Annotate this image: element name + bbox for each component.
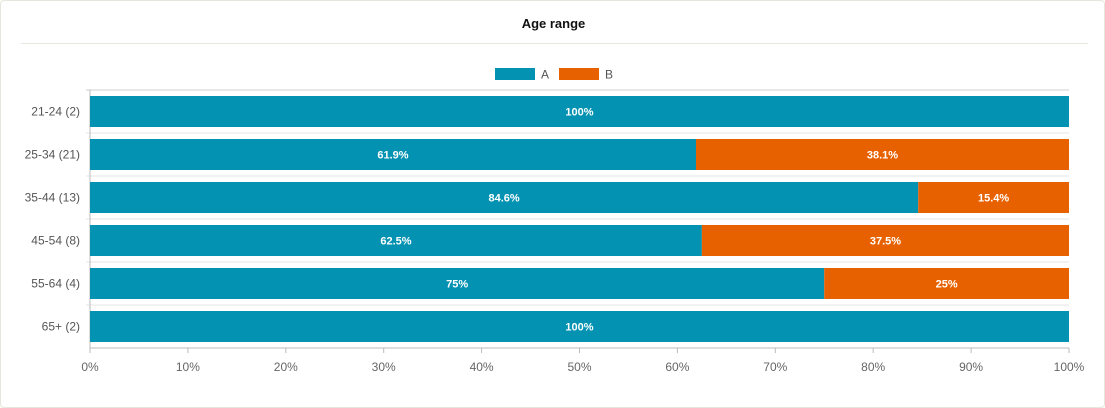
legend-item-b[interactable]: B [559,68,613,82]
data-label: 37.5% [870,236,901,248]
x-tick-label: 20% [274,360,298,374]
data-label: 100% [565,322,593,334]
bar-a-3[interactable] [90,182,919,213]
bar-b-2[interactable] [696,139,1069,170]
bar-a-5[interactable] [90,268,825,299]
x-tick-label: 10% [176,360,200,374]
x-tick-label: 60% [665,360,689,374]
data-label: 15.4% [978,193,1009,205]
data-label: 25% [936,279,958,291]
y-tick-label: 21-24 (2) [31,105,80,119]
y-tick-label: 45-54 (8) [31,234,80,248]
x-tick-label: 80% [861,360,885,374]
legend-swatch [559,68,599,80]
bar-a-6[interactable] [90,311,1069,342]
x-tick-label: 0% [81,360,99,374]
bar-b-3[interactable] [918,182,1069,213]
data-label: 62.5% [380,236,411,248]
bar-b-5[interactable] [824,268,1069,299]
data-label: 38.1% [867,150,898,162]
x-tick-label: 40% [470,360,494,374]
data-label: 61.9% [377,150,408,162]
x-tick-label: 50% [567,360,591,374]
legend-item-a[interactable]: A [495,68,549,82]
legend-label: B [605,68,613,82]
x-tick-label: 70% [763,360,787,374]
bars: 100% 61.9% 38.1% 84.6% 15.4% 62.5% 37.5% 75% 25%… [90,96,1069,342]
y-tick-label: 55-64 (4) [31,277,80,291]
bar-a-4[interactable] [90,225,702,256]
x-tick-label: 90% [959,360,983,374]
legend-swatch [495,68,535,80]
bar-a-1[interactable] [90,96,1069,127]
y-axis-labels: 21-24 (2) 25-34 (21) 35-44 (13) 45-54 (8) 55… [25,105,80,334]
y-tick-label: 65+ (2) [42,320,80,334]
data-label: 100% [565,107,593,119]
title-divider [21,43,1088,44]
x-axis-labels: 0% 10% 20% 30% 40% 50% 60% 70% 80% 90% 100% [81,348,1085,374]
y-tick-label: 25-34 (21) [25,148,80,162]
legend-label: A [541,68,549,82]
x-tick-label: 100% [1054,360,1085,374]
bar-b-4[interactable] [701,225,1069,256]
x-tick-label: 30% [372,360,396,374]
axes [86,89,1069,349]
data-label: 75% [446,279,468,291]
y-tick-label: 35-44 (13) [25,191,80,205]
chart-title: Age range [521,16,586,31]
data-label: 84.6% [489,193,520,205]
bar-a-2[interactable] [90,139,697,170]
